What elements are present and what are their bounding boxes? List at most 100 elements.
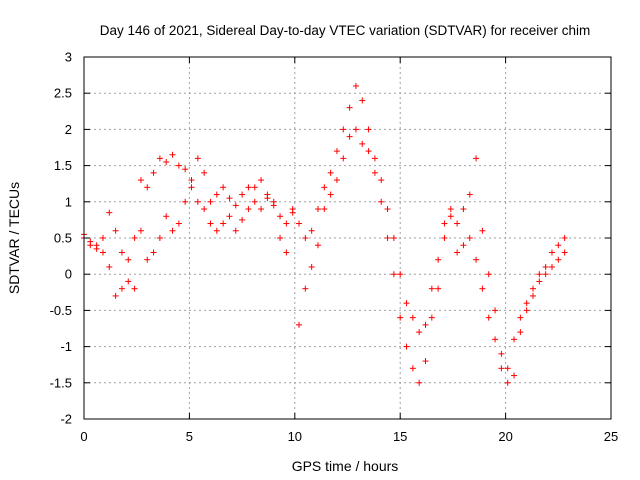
data-point	[232, 202, 239, 209]
data-point	[239, 216, 246, 223]
data-point	[277, 213, 284, 220]
data-point	[188, 184, 195, 191]
data-point	[314, 206, 321, 213]
data-point	[428, 285, 435, 292]
data-point	[460, 206, 467, 213]
y-tick-label: 3	[65, 50, 72, 65]
data-point	[416, 379, 423, 386]
data-point	[511, 336, 518, 343]
data-point	[365, 126, 372, 133]
data-point	[87, 242, 94, 249]
data-point	[447, 213, 454, 220]
data-point	[504, 379, 511, 386]
data-point	[390, 235, 397, 241]
data-point	[466, 235, 473, 241]
data-point	[150, 249, 157, 256]
data-point	[479, 285, 486, 292]
y-axis-label: SDTVAR / TECUs	[6, 182, 22, 294]
data-point	[517, 314, 524, 321]
chart-title: Day 146 of 2021, Sidereal Day-to-day VTE…	[100, 23, 590, 38]
data-point	[131, 235, 138, 241]
data-point	[479, 227, 486, 234]
data-point	[150, 169, 157, 176]
data-point	[435, 256, 442, 263]
data-point	[485, 314, 492, 321]
data-point	[536, 271, 543, 278]
y-tick-label: 0	[65, 267, 72, 282]
data-point	[188, 177, 195, 184]
data-point	[296, 321, 303, 328]
data-point	[485, 271, 492, 278]
data-point	[118, 285, 125, 292]
data-point	[245, 184, 252, 191]
data-point	[517, 329, 524, 336]
x-tick-label: 0	[80, 429, 87, 444]
data-point	[112, 292, 119, 299]
data-point	[561, 249, 568, 256]
data-point	[99, 235, 106, 241]
data-point	[156, 155, 163, 162]
data-point	[175, 162, 182, 169]
data-point	[359, 140, 366, 147]
data-point	[561, 235, 568, 241]
data-point	[447, 206, 454, 213]
data-point	[289, 206, 296, 213]
data-point	[403, 343, 410, 350]
data-point	[283, 220, 290, 227]
data-point	[542, 263, 549, 270]
x-axis-label: GPS time / hours	[292, 458, 399, 474]
data-point	[390, 271, 397, 278]
data-point	[340, 155, 347, 162]
data-point	[201, 169, 208, 176]
data-point	[106, 209, 113, 216]
data-point	[308, 227, 315, 234]
data-point	[144, 256, 151, 263]
data-point	[397, 314, 404, 321]
data-point	[264, 191, 271, 198]
data-point	[416, 329, 423, 336]
data-point	[454, 220, 461, 227]
data-point	[125, 278, 132, 285]
data-point	[207, 220, 214, 227]
data-point	[511, 372, 518, 379]
data-point	[169, 151, 176, 158]
data-point	[169, 227, 176, 234]
data-point	[371, 169, 378, 176]
data-point	[163, 158, 170, 165]
data-point	[346, 133, 353, 140]
data-point	[327, 191, 334, 198]
plot-frame	[83, 56, 612, 420]
data-point	[220, 220, 227, 227]
tick-labels: 0 5 10 15 20 25 -2 -1.5 -1 -0.5 0 0.5 1 1.5 2 2.5 3	[50, 50, 619, 445]
data-point	[530, 285, 537, 292]
grid	[84, 57, 611, 419]
data-point	[239, 191, 246, 198]
data-point	[422, 321, 429, 328]
y-tick-label: -2	[60, 412, 72, 427]
data-point	[125, 256, 132, 263]
data-point	[384, 206, 391, 213]
data-point	[340, 126, 347, 133]
data-point	[409, 365, 416, 372]
data-point	[371, 155, 378, 162]
data-point	[492, 307, 499, 314]
data-point	[378, 177, 385, 184]
data-point	[163, 213, 170, 220]
data-point	[302, 235, 309, 241]
data-point	[409, 314, 416, 321]
data-point	[258, 206, 265, 213]
data-point	[555, 242, 562, 249]
data-point	[352, 126, 359, 133]
data-point	[473, 256, 480, 263]
y-tick-label: 0.5	[54, 231, 72, 246]
axis-ticks	[83, 56, 612, 420]
y-tick-label: -1.5	[50, 375, 72, 390]
data-point	[321, 184, 328, 191]
y-tick-label: -0.5	[50, 303, 72, 318]
data-point	[144, 184, 151, 191]
data-point	[498, 350, 505, 357]
data-point	[194, 198, 201, 205]
x-tick-label: 15	[393, 429, 407, 444]
y-tick-label: 1	[65, 194, 72, 209]
